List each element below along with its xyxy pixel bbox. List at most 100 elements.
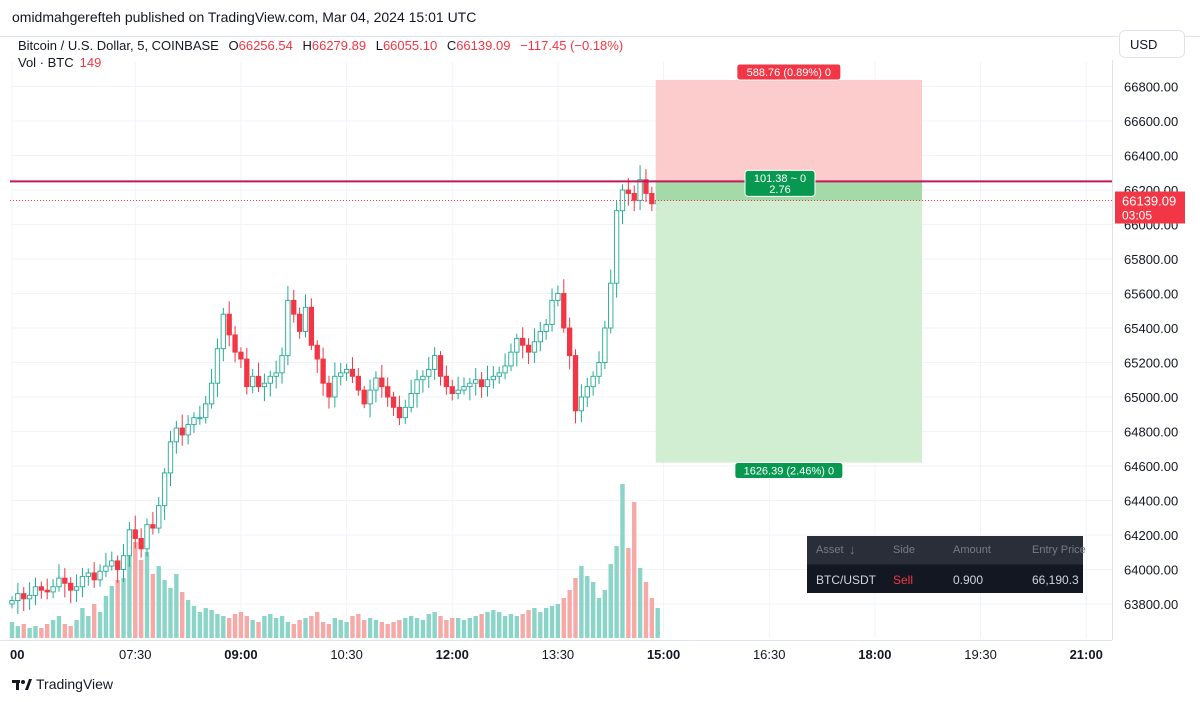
candle-up xyxy=(338,372,344,377)
time-axis-labels: 00 07:30 09:00 10:30 12:00 13:30 15:00 16:30 18:… xyxy=(10,647,1103,662)
candle-up xyxy=(126,529,133,557)
symbol-legend: Bitcoin / U.S. Dollar, 5, COINBASE O6625… xyxy=(18,37,623,55)
open-value: 66256.54 xyxy=(238,38,293,53)
volume-bar xyxy=(244,616,249,638)
candle-up xyxy=(197,417,203,420)
candle-down xyxy=(232,334,238,353)
tradingview-brand[interactable]: TradingView xyxy=(12,676,113,692)
candle-up xyxy=(420,375,426,381)
volume-bar xyxy=(232,614,238,638)
volume-bar xyxy=(156,566,161,638)
candle-down xyxy=(226,313,232,336)
time-axis[interactable] xyxy=(0,640,1112,669)
time-tick-label: 07:30 xyxy=(119,647,152,662)
volume-bar xyxy=(497,612,502,638)
volume-legend: Vol · BTC 149 xyxy=(18,55,101,70)
candle-up xyxy=(279,355,285,374)
volume-bar xyxy=(115,580,120,638)
candle-up xyxy=(490,375,496,381)
candle-up xyxy=(426,368,432,377)
candle-up xyxy=(120,555,127,570)
candle-down xyxy=(478,379,485,388)
volume-bar xyxy=(250,620,255,638)
candle-up xyxy=(185,424,191,436)
positions-panel: Asset ↓ Side Amount Entry Price BTC/USDT… xyxy=(807,536,1086,593)
volume-bar xyxy=(226,618,232,638)
volume-bar xyxy=(62,624,68,638)
volume-bar xyxy=(626,548,631,638)
volume-bar xyxy=(362,620,367,638)
candle-up xyxy=(537,331,543,343)
volume-bar xyxy=(215,614,220,638)
candle-down xyxy=(44,589,50,593)
volume-bar xyxy=(256,622,261,638)
volume-bar xyxy=(573,578,578,638)
volume-bar xyxy=(33,626,38,638)
tradingview-logo-icon xyxy=(12,679,32,690)
candle-up xyxy=(332,375,338,398)
volume-bar xyxy=(39,628,44,638)
candle-up xyxy=(373,377,379,391)
candle-up xyxy=(455,389,461,395)
volume-bar xyxy=(133,542,138,638)
sort-arrow-down-icon[interactable]: ↓ xyxy=(849,542,856,557)
volume-bar xyxy=(643,582,649,638)
candle-down xyxy=(396,406,403,419)
volume-bar xyxy=(373,620,379,638)
candle-up xyxy=(549,299,555,325)
price-tick-label: 66400.00 xyxy=(1124,149,1178,164)
position-row[interactable]: BTC/USDT Sell 0.900 66,190.3 xyxy=(807,565,1083,593)
volume-bar xyxy=(555,604,561,638)
price-chart[interactable]: 588.76 (0.89%) 0 1626.39 (2.46%) 0 101.38 … xyxy=(0,0,1200,670)
header-asset[interactable]: Asset xyxy=(816,544,844,556)
last-price-tag-bg xyxy=(1115,191,1185,224)
candle-down xyxy=(649,192,655,205)
volume-bar xyxy=(350,616,355,638)
volume-bar xyxy=(127,546,132,638)
header-side[interactable]: Side xyxy=(893,544,916,556)
candle-down xyxy=(238,351,244,360)
publish-header: omidmahgerefteh published on TradingView… xyxy=(0,0,1200,37)
symbol-title[interactable]: Bitcoin / U.S. Dollar, 5, COINBASE xyxy=(18,38,219,53)
volume-bar xyxy=(614,546,619,638)
candle-up xyxy=(514,337,520,353)
risk-reward-label-bg xyxy=(744,169,816,197)
candle-down xyxy=(62,577,68,584)
high-key: H xyxy=(302,38,312,53)
header-entry-price[interactable]: Entry Price xyxy=(1032,544,1086,556)
time-tick-label: 00 xyxy=(10,647,24,662)
candle-down xyxy=(38,586,45,591)
volume-bar xyxy=(455,618,461,638)
currency-button[interactable]: USD xyxy=(1119,30,1185,58)
time-tick-label: 21:00 xyxy=(1070,647,1103,662)
candle-up xyxy=(167,441,174,474)
volume-bar xyxy=(180,592,185,638)
volume-bar xyxy=(174,574,179,638)
candle-up xyxy=(26,594,33,600)
risk-reward-label: 101.38 ~ 02.76 xyxy=(744,169,816,197)
volume-bar xyxy=(367,618,373,638)
volume-bar xyxy=(426,614,431,638)
volume-bar xyxy=(526,610,531,638)
volume-bar xyxy=(602,590,608,638)
volume-bar xyxy=(68,626,73,638)
price-axis[interactable] xyxy=(1112,60,1200,640)
price-tick-label: 65200.00 xyxy=(1124,356,1178,371)
volume-bar xyxy=(45,624,50,638)
volume-label: Vol · BTC xyxy=(18,55,74,70)
candle-down xyxy=(150,524,156,529)
volume-bar xyxy=(168,588,173,638)
candle-down xyxy=(443,375,450,388)
last-price-value: 66139.09 xyxy=(1122,194,1176,209)
candle-down xyxy=(21,593,27,600)
price-tick-label: 64200.00 xyxy=(1124,528,1178,543)
time-tick-label: 10:30 xyxy=(330,647,363,662)
price-tick-label: 66600.00 xyxy=(1124,114,1178,129)
volume-bar xyxy=(338,620,343,638)
candle-up xyxy=(203,403,209,419)
candle-up xyxy=(267,375,273,384)
header-amount[interactable]: Amount xyxy=(953,544,991,556)
volume-bar xyxy=(309,616,314,638)
candle-down xyxy=(567,327,573,357)
